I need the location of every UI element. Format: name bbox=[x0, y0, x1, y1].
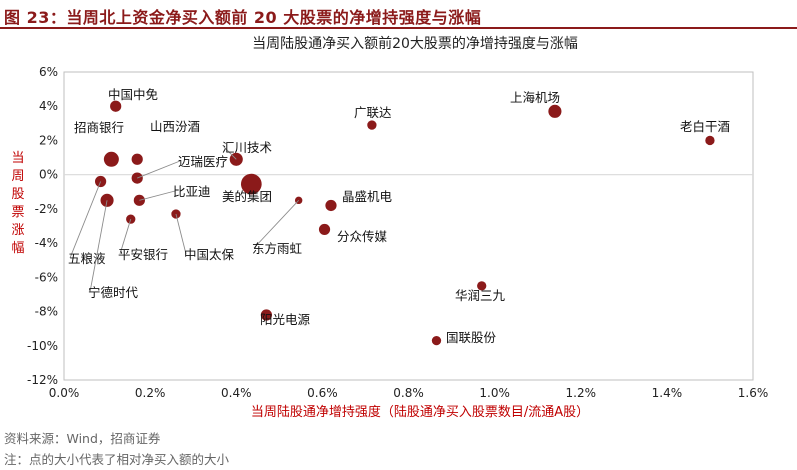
y-tick-label: 2% bbox=[39, 133, 58, 147]
size-note: 注：点的大小代表了相对净买入额的大小 bbox=[4, 452, 230, 467]
y-tick-label: 4% bbox=[39, 99, 58, 113]
data-label: 阳光电源 bbox=[260, 312, 311, 327]
data-point bbox=[325, 199, 337, 212]
figure-title: 图 23：当周北上资金净买入额前 20 大股票的净增持强度与涨幅 bbox=[4, 8, 482, 27]
data-point bbox=[318, 223, 331, 236]
x-tick-label: 1.4% bbox=[652, 386, 683, 400]
data-point bbox=[477, 281, 487, 291]
scatter-chart: 当周陆股通净买入额前20大股票的净增持强度与涨幅 6% 4% 2% 0% -2% -4% -… bbox=[11, 35, 768, 420]
data-point bbox=[367, 120, 377, 130]
source-note: 资料来源：Wind，招商证券 bbox=[4, 431, 161, 446]
x-tick-label: 1.2% bbox=[566, 386, 597, 400]
x-axis-title: 当周陆股通净增持强度（陆股通净买入股票数目/流通A股） bbox=[251, 404, 589, 420]
data-point bbox=[548, 104, 562, 118]
data-points-group bbox=[95, 100, 715, 346]
data-point bbox=[431, 335, 442, 346]
data-point bbox=[103, 151, 119, 167]
data-label: 华润三九 bbox=[455, 288, 506, 303]
leader-line bbox=[253, 200, 300, 249]
y-tick-label: 0% bbox=[39, 168, 58, 182]
data-label: 汇川技术 bbox=[222, 140, 273, 155]
x-tick-label: 0.8% bbox=[393, 386, 424, 400]
leader-line bbox=[69, 181, 102, 259]
data-label: 中国太保 bbox=[184, 247, 235, 262]
scatter-chart-container: 当周陆股通净买入额前20大股票的净增持强度与涨幅 6% 4% 2% 0% -2% -4% -… bbox=[0, 30, 797, 422]
data-label: 迈瑞医疗 bbox=[178, 154, 228, 169]
data-label: 五粮液 bbox=[68, 251, 106, 266]
leader-line bbox=[175, 213, 187, 255]
data-label: 平安银行 bbox=[118, 247, 168, 262]
y-tick-label: -10% bbox=[27, 339, 58, 353]
y-tick-label: -2% bbox=[35, 202, 58, 216]
leader-line bbox=[89, 200, 108, 293]
axes-group: 6% 4% 2% 0% -2% -4% -6% -8% -10% -12%0.0% 0.2% 0.4%… bbox=[27, 65, 768, 400]
data-label: 比亚迪 bbox=[173, 184, 211, 199]
chart-title: 当周陆股通净买入额前20大股票的净增持强度与涨幅 bbox=[252, 35, 578, 52]
leader-line bbox=[139, 190, 176, 201]
y-axis-title: 当周股票涨幅 bbox=[11, 151, 24, 256]
data-point bbox=[705, 135, 715, 146]
x-tick-label: 1.0% bbox=[479, 386, 510, 400]
data-point bbox=[110, 100, 122, 112]
data-point bbox=[260, 309, 272, 321]
x-tick-label: 0.6% bbox=[307, 386, 338, 400]
data-label: 宁德时代 bbox=[88, 285, 139, 300]
data-label: 老白干酒 bbox=[680, 119, 730, 134]
data-label: 中国中免 bbox=[108, 87, 158, 102]
x-tick-label: 0.2% bbox=[135, 386, 166, 400]
y-tick-label: -4% bbox=[35, 236, 58, 250]
title-rule bbox=[0, 27, 797, 29]
data-label: 上海机场 bbox=[510, 90, 560, 105]
leader-line bbox=[223, 146, 237, 160]
data-label: 美的集团 bbox=[222, 189, 272, 204]
data-label: 招商银行 bbox=[74, 120, 124, 135]
y-tick-label: 6% bbox=[39, 65, 58, 79]
data-label: 广联达 bbox=[354, 105, 392, 120]
data-label: 山西汾酒 bbox=[150, 119, 200, 134]
leader-line bbox=[137, 160, 181, 179]
leader-line bbox=[119, 219, 132, 255]
plot-frame bbox=[63, 71, 754, 381]
x-tick-label: 0.4% bbox=[221, 386, 252, 400]
x-tick-label: 0.0% bbox=[49, 386, 80, 400]
data-point bbox=[131, 153, 143, 165]
data-label: 东方雨虹 bbox=[252, 241, 303, 256]
y-tick-label: -6% bbox=[35, 270, 58, 284]
data-point bbox=[240, 173, 262, 195]
data-point bbox=[131, 172, 143, 184]
data-label: 国联股份 bbox=[446, 330, 497, 345]
y-tick-label: -8% bbox=[35, 305, 58, 319]
y-tick-label: -12% bbox=[27, 373, 58, 387]
data-label: 分众传媒 bbox=[337, 229, 388, 244]
data-label: 晶盛机电 bbox=[342, 189, 393, 204]
x-tick-label: 1.6% bbox=[738, 386, 769, 400]
